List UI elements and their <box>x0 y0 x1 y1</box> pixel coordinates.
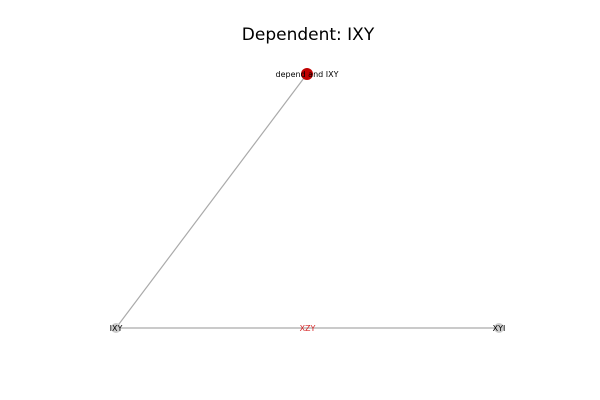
node-label: IXY <box>110 324 123 333</box>
node-xyi: XYI <box>493 323 506 333</box>
node-marker <box>494 323 504 333</box>
edge-depend-ixy <box>115 73 308 329</box>
node-marker <box>111 323 121 333</box>
figure-title: Dependent: IXY <box>242 25 375 45</box>
node-depend: depend and IXY <box>275 68 339 80</box>
node-label: depend and IXY <box>275 70 338 79</box>
edge-label: XZY <box>300 324 316 333</box>
node-ixy: IXY <box>110 323 123 333</box>
highlight-node-marker <box>301 68 313 80</box>
edges-layer: XZY <box>115 73 499 333</box>
nodes-layer: depend and IXY IXY XYI <box>110 68 506 333</box>
node-label: XYI <box>493 324 506 333</box>
